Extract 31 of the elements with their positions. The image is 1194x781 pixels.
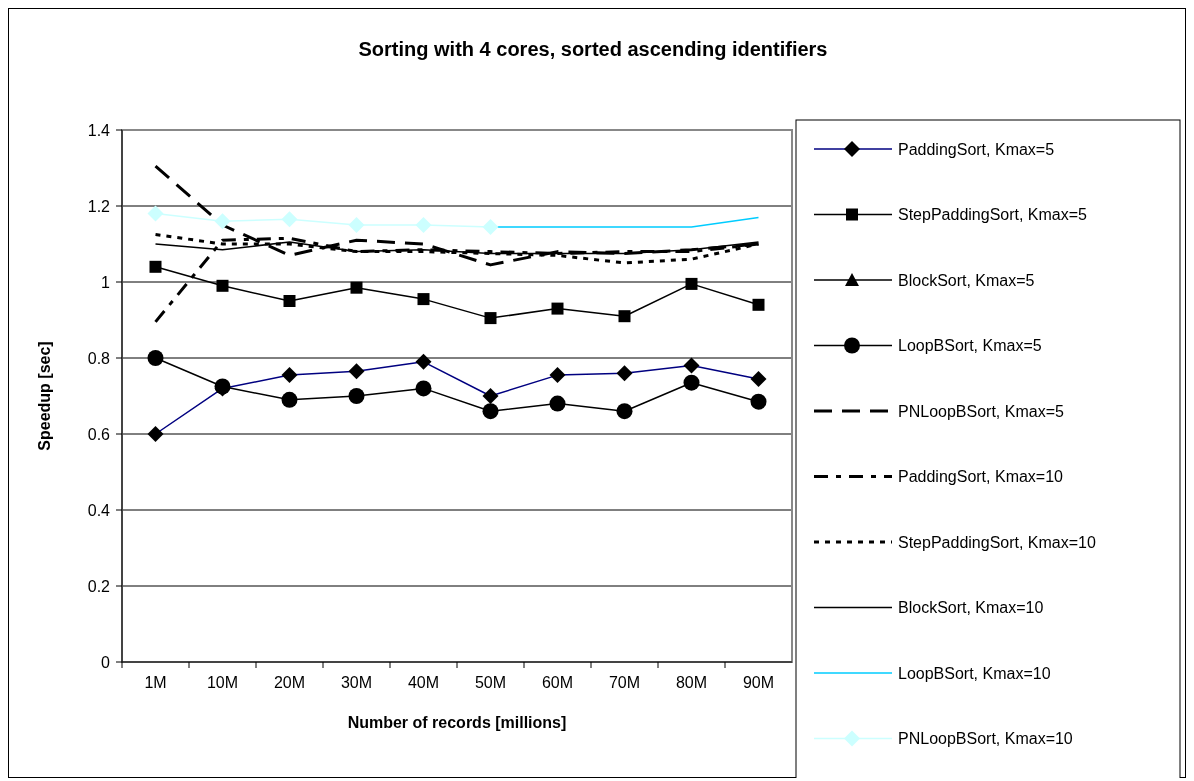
x-tick-label: 60M bbox=[541, 674, 574, 691]
y-tick-label: 0.6 bbox=[87, 425, 111, 443]
x-tick-label: 80M bbox=[675, 674, 708, 691]
chart-title: Sorting with 4 cores, sorted ascending identifiers bbox=[358, 38, 828, 60]
legend-label: PaddingSort, Kmax=5 bbox=[898, 140, 1055, 158]
x-tick-label: 90M bbox=[742, 674, 775, 691]
x-tick-label: 1M bbox=[144, 674, 167, 691]
y-tick-label: 1.2 bbox=[87, 197, 111, 215]
x-tick-label: 10M bbox=[206, 674, 239, 691]
y-tick-label: 1.4 bbox=[87, 121, 111, 139]
x-tick-label: 50M bbox=[474, 674, 507, 691]
x-axis-title: Number of records [millions] bbox=[347, 714, 567, 731]
x-tick-label: 30M bbox=[340, 674, 373, 691]
x-tick-label: 70M bbox=[608, 674, 641, 691]
y-tick-label: 0.8 bbox=[87, 349, 111, 367]
legend-label: StepPaddingSort, Kmax=5 bbox=[898, 206, 1088, 224]
legend-label: BlockSort, Kmax=10 bbox=[898, 599, 1044, 617]
legend-label: PaddingSort, Kmax=10 bbox=[898, 468, 1064, 486]
legend-label: PNLoopBSort, Kmax=5 bbox=[898, 402, 1064, 420]
legend-label: LoopBSort, Kmax=5 bbox=[898, 337, 1042, 355]
x-tick-label: 40M bbox=[407, 674, 440, 691]
legend-label: PNLoopBSort, Kmax=10 bbox=[898, 730, 1073, 748]
y-axis-title: Speedup [sec] bbox=[36, 341, 53, 451]
legend-label: StepPaddingSort, Kmax=10 bbox=[898, 533, 1097, 551]
y-tick-label: 0 bbox=[101, 653, 111, 671]
y-tick-label: 1 bbox=[101, 273, 111, 291]
x-tick-label: 20M bbox=[273, 674, 306, 691]
y-tick-label: 0.2 bbox=[87, 577, 111, 595]
legend-label: LoopBSort, Kmax=10 bbox=[898, 664, 1051, 682]
y-tick-label: 0.4 bbox=[87, 501, 111, 519]
legend-label: BlockSort, Kmax=5 bbox=[898, 271, 1035, 289]
